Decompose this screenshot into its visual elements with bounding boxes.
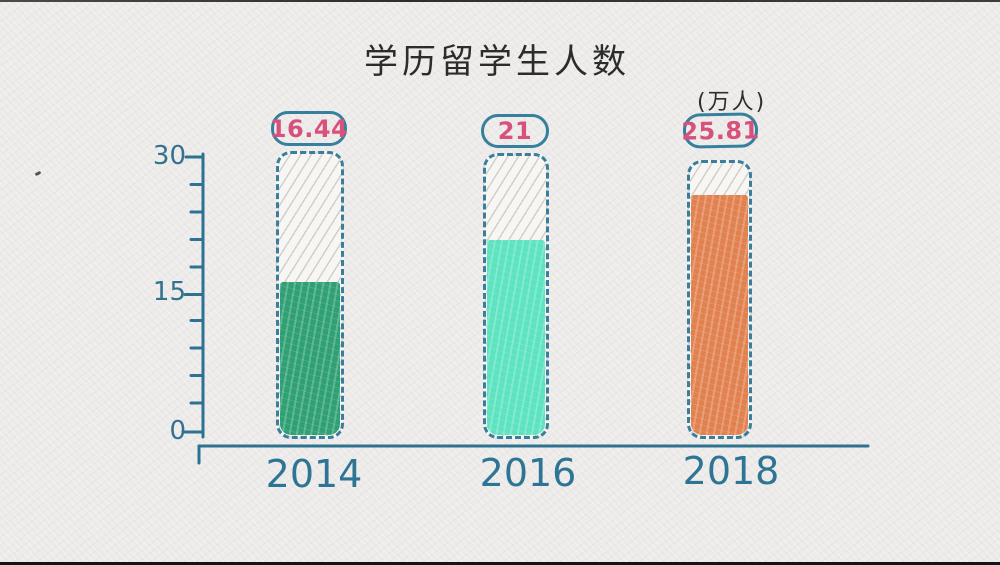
value-pill-2018: 25.81 [681, 112, 760, 149]
axis-lines [181, 152, 870, 465]
video-frame-top-edge [0, 0, 1000, 2]
value-label-2018: 25.81 [681, 115, 760, 146]
chart-title: 学历留学生人数 [364, 42, 630, 82]
bar-2016 [483, 153, 549, 439]
value-pill-2016: 21 [481, 114, 549, 148]
x-axis-label-2016: 2016 [479, 451, 577, 495]
bar-2016-fill [487, 240, 545, 435]
y-axis-tick-label-15: 15 [152, 277, 186, 307]
y-axis-tick-label-30: 30 [152, 141, 186, 171]
bar-2018-fill [691, 195, 748, 435]
y-axis-tick-label-0: 0 [169, 416, 186, 446]
bar-2014-fill [280, 282, 340, 435]
axes [181, 152, 870, 465]
value-pill-2014: 16.44 [269, 111, 349, 146]
video-frame-bottom-edge [0, 562, 1000, 565]
unit-label: (万人) [697, 90, 767, 115]
x-axis-label-2018: 2018 [682, 449, 780, 493]
value-label-2014: 16.44 [269, 114, 349, 143]
bar-2018 [687, 160, 752, 439]
bar-2014 [276, 151, 344, 439]
x-axis-label-2014: 2014 [265, 452, 363, 496]
paper-speck [34, 170, 42, 177]
value-label-2016: 21 [497, 117, 533, 145]
